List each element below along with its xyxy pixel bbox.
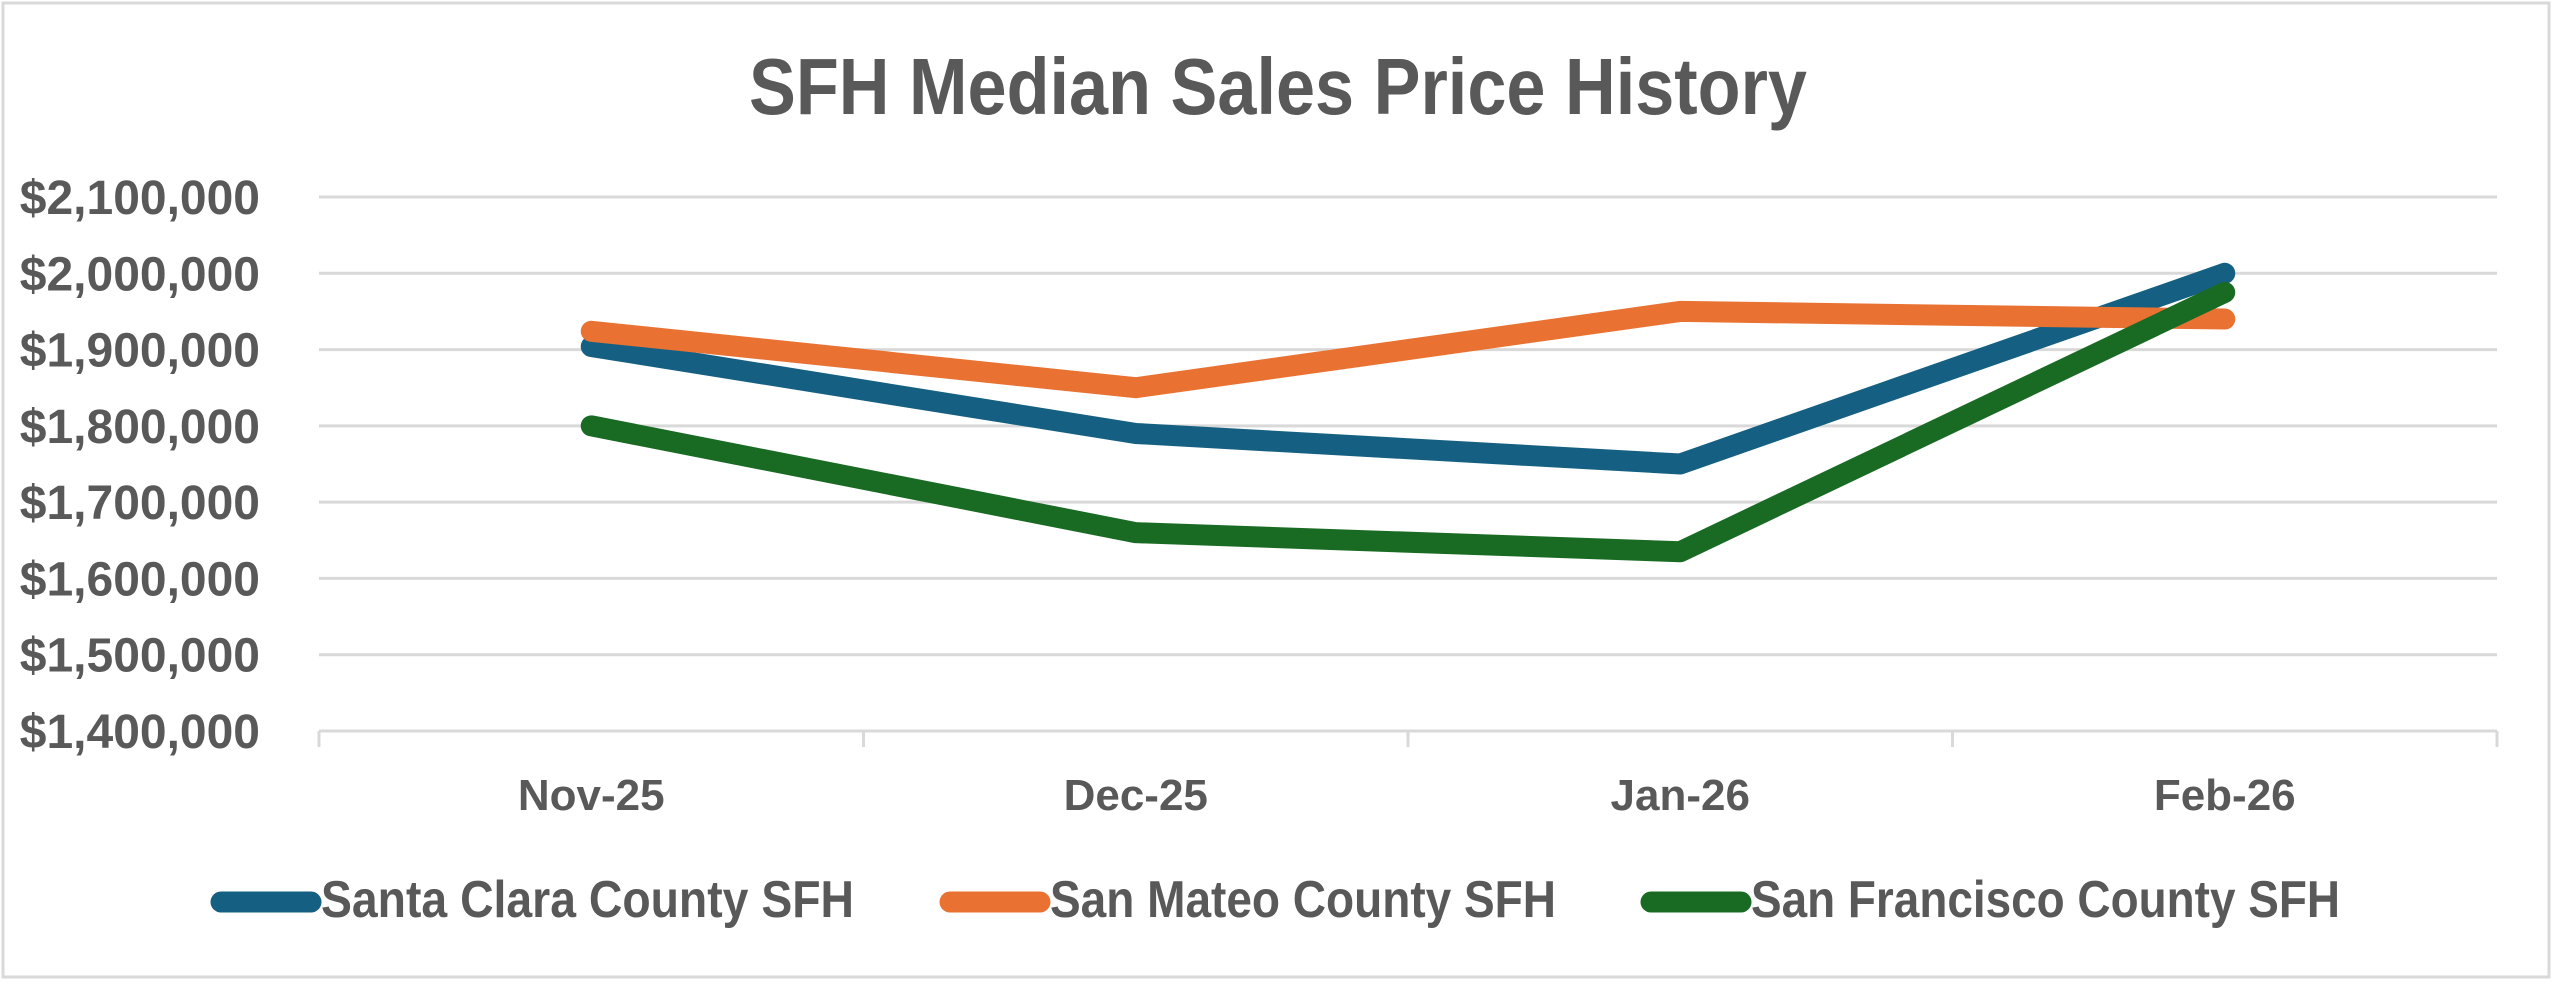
y-tick-label: $1,400,000: [20, 706, 260, 759]
series-line-0: [580, 262, 2236, 475]
x-axis: Nov-25 Dec-25 Jan-26 Feb-26: [317, 729, 2499, 820]
y-tick-label: $1,900,000: [20, 325, 260, 378]
legend-label: Santa Clara County SFH: [321, 871, 854, 929]
x-tick-label: Nov-25: [518, 771, 665, 820]
x-tick-label: Jan-26: [1611, 771, 1750, 820]
y-tick-label: $1,700,000: [20, 477, 260, 530]
legend-label: San Francisco County SFH: [1751, 871, 2340, 929]
x-tick-label: Feb-26: [2154, 771, 2296, 820]
y-tick-label: $2,100,000: [20, 172, 260, 225]
legend: Santa Clara County SFH San Mateo County S…: [210, 871, 2340, 929]
series-line-2: [580, 281, 2236, 563]
y-tick-label: $2,000,000: [20, 248, 260, 301]
y-axis-labels: $2,100,000 $2,000,000 $1,900,000 $1,800,000…: [20, 172, 260, 759]
y-tick-label: $1,800,000: [20, 401, 260, 454]
x-tick-label: Dec-25: [1064, 771, 1208, 820]
legend-item: Santa Clara County SFH: [210, 871, 854, 929]
legend-item: San Mateo County SFH: [939, 871, 1556, 929]
legend-item: San Francisco County SFH: [1640, 871, 2340, 929]
series-lines: [580, 262, 2236, 563]
y-tick-label: $1,500,000: [20, 630, 260, 683]
legend-label: San Mateo County SFH: [1050, 871, 1556, 929]
y-tick-label: $1,600,000: [20, 553, 260, 606]
series-line-1: [580, 300, 2236, 399]
chart-title: SFH Median Sales Price History: [749, 42, 1807, 131]
